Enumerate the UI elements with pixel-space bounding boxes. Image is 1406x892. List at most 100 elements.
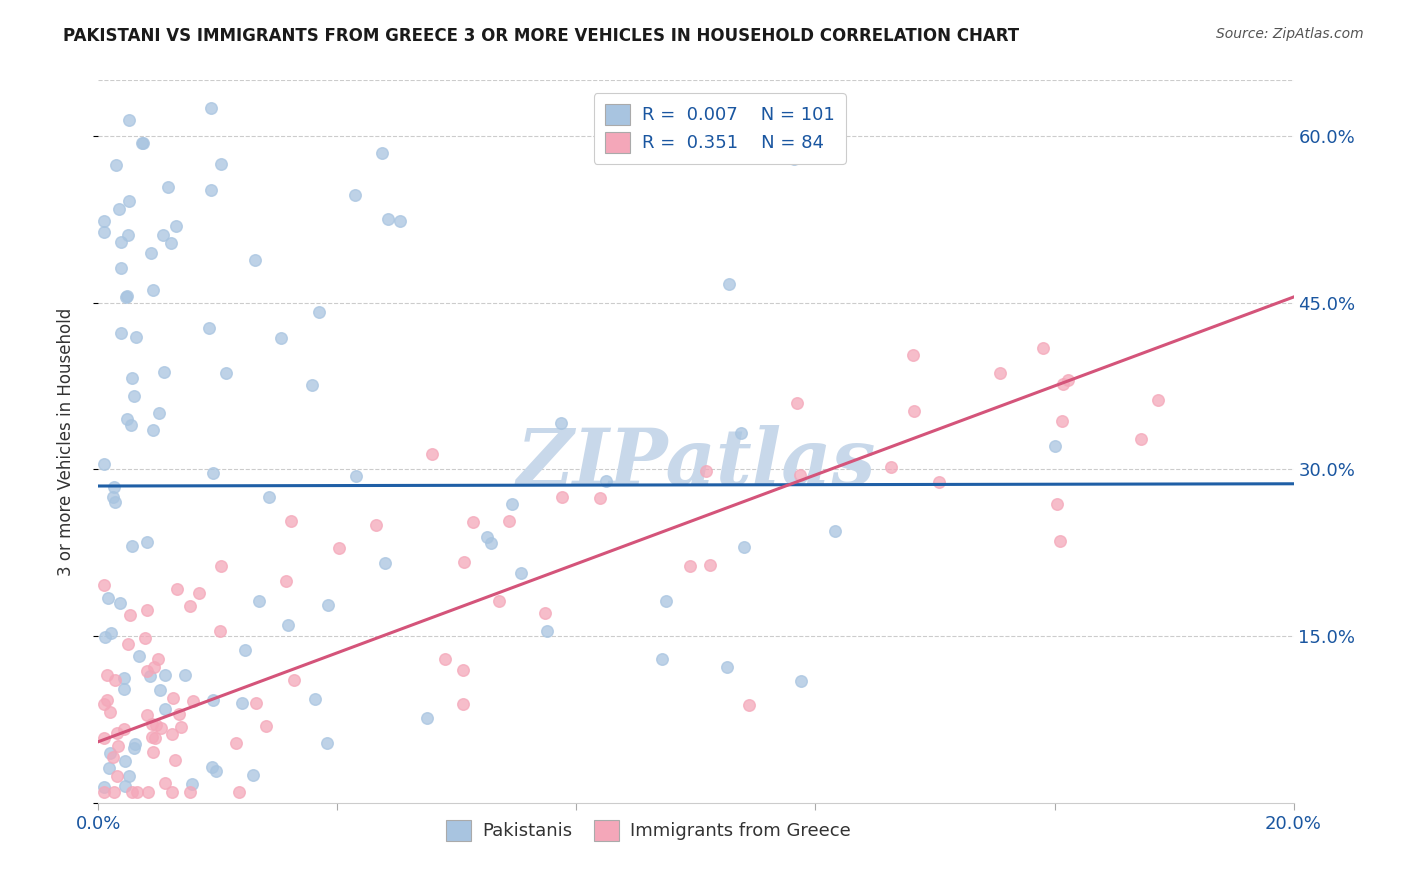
Point	[105, 158, 128, 172]
Point	[315, 735, 337, 749]
Point	[1050, 414, 1073, 428]
Point	[93, 577, 115, 591]
Point	[148, 406, 170, 420]
Point	[103, 480, 125, 494]
Point	[461, 515, 484, 529]
Point	[1043, 439, 1066, 453]
Point	[125, 330, 148, 344]
Point	[136, 664, 159, 678]
Point	[136, 603, 159, 617]
Point	[1052, 376, 1074, 391]
Point	[120, 417, 142, 432]
Point	[160, 727, 183, 741]
Point	[110, 326, 132, 341]
Point	[157, 180, 180, 194]
Point	[208, 624, 231, 638]
Point	[1056, 373, 1078, 387]
Point	[98, 762, 121, 776]
Point	[93, 225, 115, 239]
Point	[988, 366, 1011, 380]
Point	[903, 404, 925, 418]
Point	[127, 785, 149, 799]
Point	[716, 659, 738, 673]
Point	[1129, 432, 1152, 446]
Point	[416, 711, 439, 725]
Point	[233, 642, 256, 657]
Point	[247, 593, 270, 607]
Point	[475, 530, 498, 544]
Point	[107, 739, 129, 753]
Point	[98, 705, 121, 719]
Point	[174, 668, 197, 682]
Point	[501, 497, 523, 511]
Point	[120, 608, 142, 623]
Point	[134, 631, 156, 645]
Point	[198, 321, 221, 335]
Point	[453, 555, 475, 569]
Point	[679, 559, 702, 574]
Point	[551, 490, 574, 504]
Point	[209, 157, 232, 171]
Point	[374, 557, 396, 571]
Point	[388, 214, 411, 228]
Point	[259, 491, 281, 505]
Point	[1032, 341, 1054, 355]
Point	[121, 785, 143, 799]
Point	[97, 591, 120, 605]
Point	[96, 692, 118, 706]
Point	[343, 187, 366, 202]
Point	[903, 348, 925, 362]
Point	[136, 785, 159, 799]
Point	[117, 289, 139, 303]
Point	[121, 539, 143, 553]
Point	[928, 475, 950, 490]
Point	[695, 464, 717, 478]
Point	[96, 667, 118, 681]
Point	[166, 582, 188, 596]
Point	[143, 731, 166, 745]
Point	[283, 673, 305, 688]
Point	[245, 253, 267, 268]
Point	[108, 202, 131, 216]
Point	[104, 495, 127, 509]
Point	[93, 731, 115, 745]
Point	[165, 753, 187, 767]
Point	[179, 785, 201, 799]
Point	[789, 468, 811, 483]
Point	[93, 697, 115, 711]
Point	[131, 136, 153, 150]
Point	[112, 671, 135, 685]
Point	[117, 194, 139, 208]
Point	[93, 785, 115, 799]
Point	[181, 694, 204, 708]
Point	[110, 235, 132, 250]
Legend: Pakistanis, Immigrants from Greece: Pakistanis, Immigrants from Greece	[439, 813, 858, 848]
Point	[153, 701, 176, 715]
Point	[98, 747, 121, 761]
Point	[103, 673, 125, 687]
Point	[112, 722, 135, 736]
Point	[377, 212, 399, 227]
Point	[124, 737, 146, 751]
Point	[231, 697, 253, 711]
Point	[108, 596, 131, 610]
Point	[114, 754, 136, 768]
Point	[316, 598, 339, 612]
Point	[152, 365, 174, 379]
Point	[433, 651, 456, 665]
Point	[170, 720, 193, 734]
Point	[595, 474, 617, 488]
Point	[699, 558, 721, 572]
Point	[145, 717, 167, 731]
Point	[782, 152, 804, 166]
Point	[141, 245, 163, 260]
Point	[103, 490, 125, 504]
Point	[188, 586, 211, 600]
Point	[94, 630, 117, 644]
Point	[162, 690, 184, 705]
Point	[179, 599, 201, 613]
Point	[371, 146, 394, 161]
Point	[479, 536, 502, 550]
Point	[880, 459, 903, 474]
Point	[201, 760, 224, 774]
